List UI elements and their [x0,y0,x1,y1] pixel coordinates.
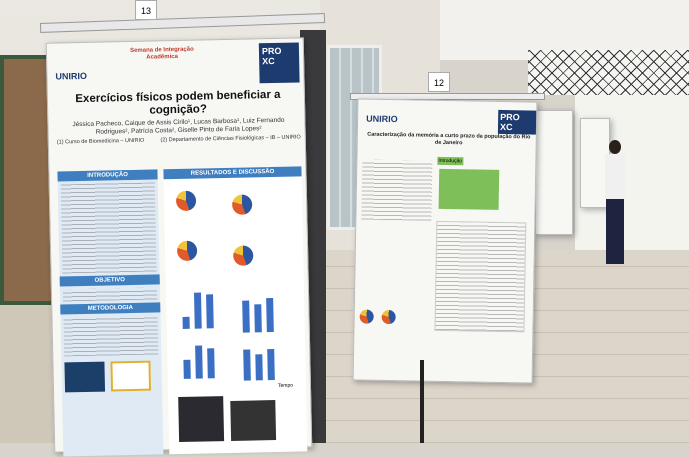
poster-title: Exercícios físicos podem beneficiar a co… [75,88,281,117]
poster-exercicios: UNIRIO Semana de Integração Acadêmica PR… [45,37,313,457]
bar [207,348,215,379]
unirio-logo: UNIRIO [366,113,398,125]
pie-chart [231,194,253,215]
bar-chart [240,292,291,333]
charts-row [359,309,430,341]
lower-wall [0,305,60,443]
bar [255,354,263,381]
unirio-logo: UNIRIO [55,70,88,82]
proxc-logo: PRO XC [497,109,537,135]
section-heading: RESULTADOS E DISCUSSÃO [163,166,302,180]
data-table [438,168,500,210]
bar [242,300,250,333]
axis-label: Tempo [277,382,294,389]
bar [254,304,262,333]
poster-number-tag: 13 [135,0,157,20]
pie-chart [176,240,198,262]
bar [243,349,251,381]
bar-chart [180,288,231,329]
bar [183,359,191,379]
pie-chart [233,245,254,266]
bar [266,298,274,333]
background-poster [535,110,573,235]
results-column: RESULTADOS E DISCUSSÃO Tempo [163,166,308,455]
person-walking [600,140,630,270]
iron-grill [528,50,689,95]
affiliation: (2) Departamento de Ciências Fisiológica… [160,134,301,144]
bar [267,348,275,381]
bar [194,292,202,329]
pie-chart [175,190,197,212]
section-heading: Introdução [437,156,464,166]
affiliation: (1) Curso de Biomedicina – UNIRIO [56,137,145,146]
poster-stand-leg [420,360,424,443]
pie-chart [381,309,396,325]
text-block [58,179,160,276]
proxc-logo: PRO XC [258,42,300,84]
text-block [60,284,160,304]
method-image [110,360,152,392]
result-photo [178,396,225,443]
pie-chart [359,309,374,324]
text-block [361,159,433,221]
graphs [434,220,527,333]
method-image [64,361,106,393]
left-column: INTRODUÇÃO OBJETIVO METODOLOGIA [57,169,164,457]
poster-header: Exercícios físicos podem beneficiar a co… [56,88,301,146]
poster-title: Caracterização da memória a curto prazo … [367,131,531,147]
bar-chart [181,343,232,379]
text-block [60,312,161,359]
bar [195,345,203,379]
bar-chart [241,345,292,381]
bar [206,294,214,329]
result-photo [230,400,277,441]
bar [182,316,190,329]
poster-number-tag: 12 [428,72,450,92]
event-logo: Semana de Integração Acadêmica [130,46,194,61]
poster-memoria: UNIRIO PRO XC Caracterização da memória … [352,98,538,384]
